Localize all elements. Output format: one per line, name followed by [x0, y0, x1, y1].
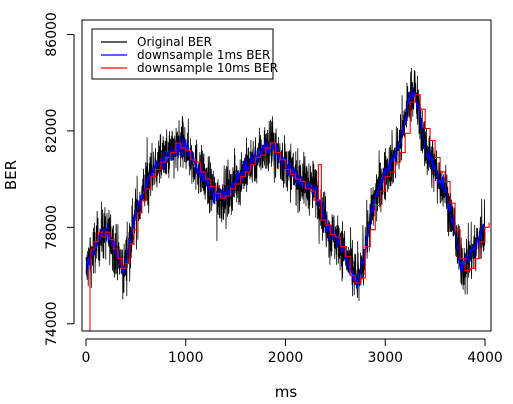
x-tick-label: 2000: [268, 350, 304, 366]
series-line-0: [85, 67, 486, 302]
legend-box: [91, 28, 274, 80]
legend-label-original: Original BER: [137, 35, 212, 49]
series-layer: [85, 67, 490, 332]
legend: Original BER downsample 1ms BER downsamp…: [91, 28, 278, 80]
y-tick-label: 74000: [44, 301, 60, 346]
x-tick-label: 1000: [168, 350, 204, 366]
x-tick-label: 3000: [367, 350, 403, 366]
series-line-1: [85, 85, 486, 290]
series-line-2: [86, 94, 490, 332]
x-tick-label: 4000: [467, 350, 503, 366]
legend-label-1ms: downsample 1ms BER: [137, 48, 270, 62]
y-tick-label: 86000: [44, 12, 60, 57]
y-tick-label: 82000: [44, 109, 60, 154]
plot-frame: [81, 19, 492, 332]
axes-layer: 0 1000 2000 3000 4000 74000 78000 82000 86000: [44, 12, 503, 366]
x-tick-label: 0: [82, 350, 91, 366]
x-axis-title: ms: [275, 383, 298, 401]
y-axis-title: BER: [2, 160, 20, 190]
legend-label-10ms: downsample 10ms BER: [137, 61, 278, 75]
y-tick-label: 78000: [44, 205, 60, 250]
